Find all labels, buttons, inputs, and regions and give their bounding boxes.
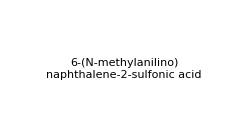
Text: 6-(N-methylanilino)
naphthalene-2-sulfonic acid: 6-(N-methylanilino) naphthalene-2-sulfon… bbox=[46, 58, 202, 80]
